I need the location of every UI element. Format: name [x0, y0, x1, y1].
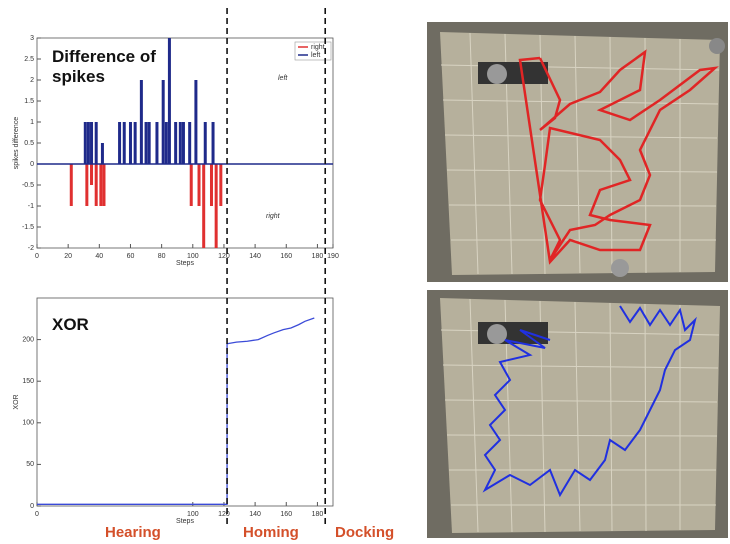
y-tick-label: -1.5: [22, 224, 34, 231]
bar: [83, 122, 87, 164]
x-axis-label: Steps: [176, 260, 194, 267]
x-tick-label: 100: [187, 253, 199, 260]
phase-label: Homing: [243, 524, 299, 541]
bar: [128, 122, 132, 164]
y-tick-label: 2: [30, 77, 34, 84]
bar: [194, 80, 198, 164]
x-tick-label: 190: [327, 253, 339, 260]
arena-photo-bottom: [427, 290, 728, 538]
bar: [167, 38, 171, 164]
bar: [94, 122, 98, 164]
y-tick-label: 150: [22, 378, 34, 385]
bar: [181, 122, 185, 164]
x-tick-label: 180: [312, 511, 324, 518]
x-tick-label: 60: [127, 253, 135, 260]
y-tick-label: 0: [30, 503, 34, 510]
bar: [99, 164, 103, 206]
bar: [211, 122, 215, 164]
bar: [90, 164, 94, 185]
y-tick-label: 1.5: [24, 98, 34, 105]
x-tick-label: 40: [95, 253, 103, 260]
y-tick-label: 100: [22, 420, 34, 427]
y-tick-label: -0.5: [22, 182, 34, 189]
bar: [85, 164, 89, 206]
x-tick-label: 140: [249, 511, 261, 518]
bar: [164, 122, 168, 164]
annotation: right: [266, 213, 281, 220]
bar: [202, 164, 206, 248]
x-tick-label: 160: [280, 253, 292, 260]
chart-title: Difference of spikes: [52, 47, 156, 86]
legend-label: left: [311, 52, 320, 59]
bar: [102, 164, 106, 206]
y-tick-label: 2.5: [24, 56, 34, 63]
legend-label: right: [311, 44, 325, 51]
bar: [122, 122, 126, 164]
bar: [147, 122, 151, 164]
annotation: left: [278, 75, 288, 82]
bar: [86, 122, 90, 164]
y-tick-label: 3: [30, 35, 34, 42]
x-axis-label: Steps: [176, 518, 194, 525]
x-tick-label: 120: [218, 253, 230, 260]
x-tick-label: 0: [35, 253, 39, 260]
bar: [133, 122, 137, 164]
bar: [90, 122, 94, 164]
x-tick-label: 20: [64, 253, 72, 260]
x-tick-label: 0: [35, 511, 39, 518]
x-tick-label: 100: [187, 511, 199, 518]
bar: [161, 80, 165, 164]
plot-frame: [36, 297, 334, 507]
bar: [203, 122, 207, 164]
bar: [189, 164, 193, 206]
x-tick-label: 120: [218, 511, 230, 518]
bar: [219, 164, 223, 206]
y-tick-label: -2: [28, 245, 34, 252]
arena-photo-top: [427, 22, 728, 282]
bar: [155, 122, 159, 164]
x-tick-label: 140: [249, 253, 261, 260]
bar: [144, 122, 148, 164]
bar: [209, 164, 213, 206]
y-tick-label: -1: [28, 203, 34, 210]
y-axis-label: spikes difference: [13, 117, 20, 170]
y-tick-label: 0.5: [24, 140, 34, 147]
y-tick-label: 0: [30, 161, 34, 168]
phase-label: Docking: [335, 524, 395, 541]
y-tick-label: 50: [26, 461, 34, 468]
bar: [69, 164, 73, 206]
bar: [188, 122, 192, 164]
chart-title: XOR: [52, 315, 89, 334]
y-tick-label: 1: [30, 119, 34, 126]
bar: [174, 122, 178, 164]
y-axis-label: XOR: [13, 394, 20, 409]
bar: [100, 143, 104, 164]
y-tick-label: 200: [22, 336, 34, 343]
bar: [94, 164, 98, 206]
x-tick-label: 80: [158, 253, 166, 260]
bar: [139, 80, 143, 164]
bar: [118, 122, 122, 164]
x-tick-label: 180: [312, 253, 324, 260]
bar: [178, 122, 182, 164]
phase-label: Hearing: [105, 524, 161, 541]
bar: [214, 164, 218, 248]
bar: [197, 164, 201, 206]
x-tick-label: 160: [280, 511, 292, 518]
